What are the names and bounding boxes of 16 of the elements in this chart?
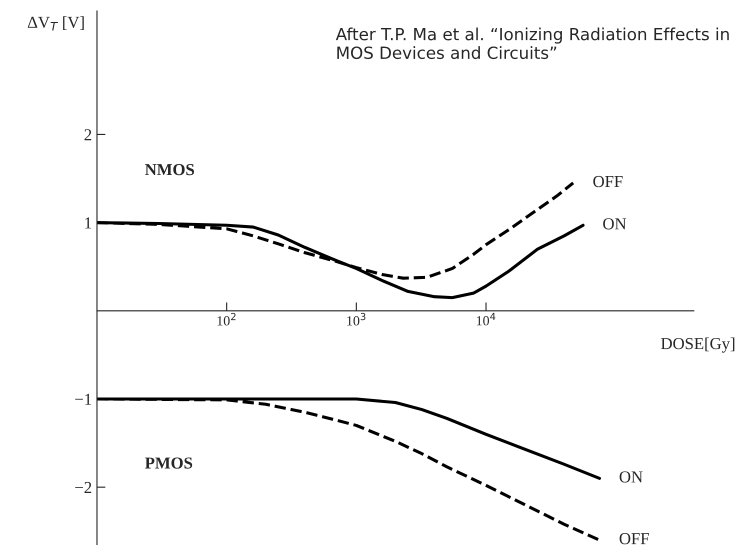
- y-tick-label: 2: [84, 129, 92, 140]
- series-label: ON: [603, 218, 626, 230]
- x-tick-label: 10$^{2}$: [218, 312, 236, 326]
- annotation: PMOS: [145, 457, 192, 469]
- series-label: ON: [620, 471, 643, 483]
- x-tick-label: 10$^{4}$: [476, 312, 496, 326]
- y-tick-label: 1: [85, 217, 92, 228]
- text: After T.P. Ma et al. “Ionizing Radiation Effects in MOS Devices and Circuits”: [336, 28, 729, 60]
- annotation: NMOS: [145, 164, 194, 176]
- series-label: OFF: [593, 176, 623, 188]
- x-tick-label: 10$^{3}$: [347, 312, 366, 326]
- x-axis-title: DOSE[Gy]: [661, 337, 734, 353]
- y-tick-label: −2: [75, 482, 92, 493]
- y-tick-label: −1: [75, 394, 92, 405]
- series-label: OFF: [620, 533, 649, 544]
- y-axis-title: ΔV$_{T}$ [V]: [28, 16, 84, 31]
